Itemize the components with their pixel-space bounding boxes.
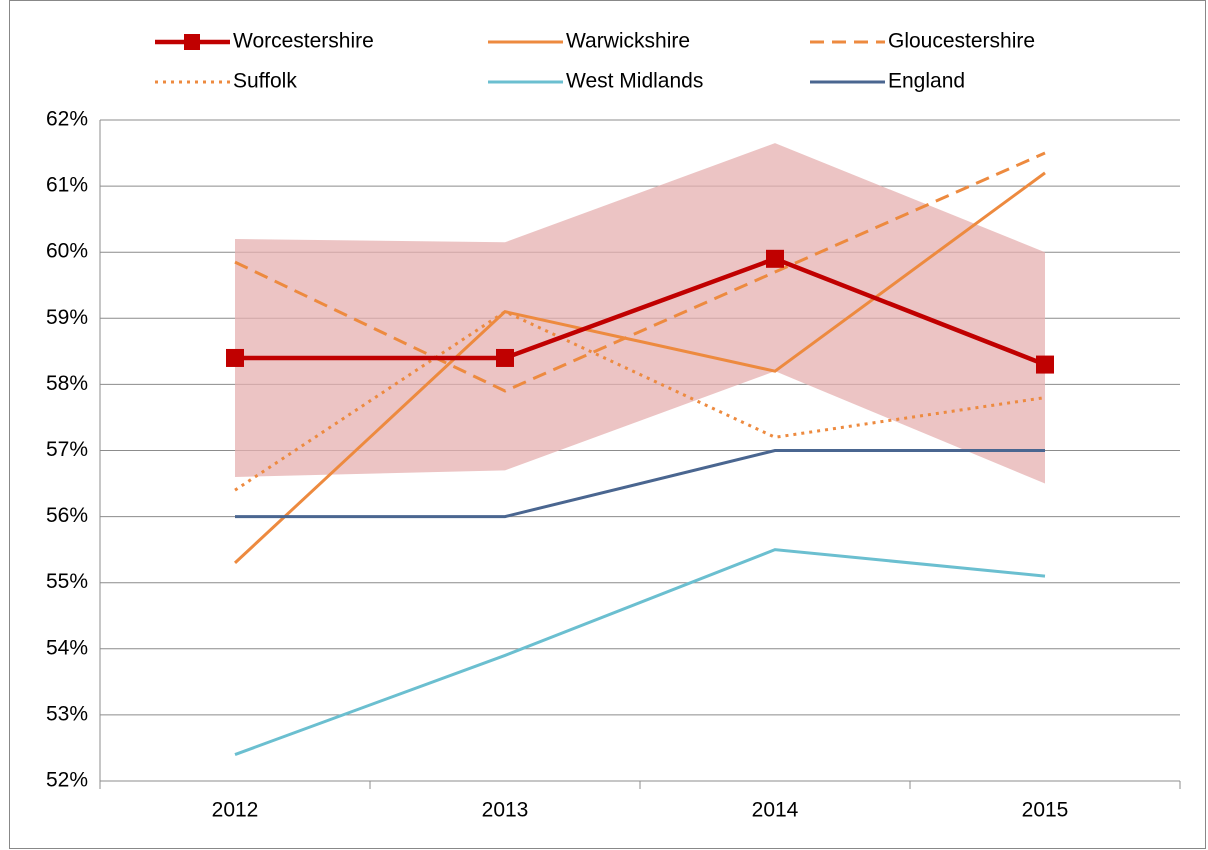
marker — [1036, 355, 1054, 374]
y-tick-label: 57% — [46, 438, 88, 461]
legend-label: West Midlands — [566, 70, 703, 93]
marker — [766, 249, 784, 268]
series-line — [233, 171, 1046, 564]
x-tick-label: 2012 — [212, 799, 259, 822]
y-tick-label: 52% — [46, 769, 88, 792]
series-line — [234, 309, 1046, 492]
x-tick-label: 2013 — [482, 799, 529, 822]
legend-label: Worcestershire — [233, 30, 374, 53]
y-tick-label: 60% — [46, 240, 88, 263]
y-tick-label: 62% — [46, 108, 88, 131]
legend-marker — [184, 34, 200, 50]
y-tick-label: 53% — [46, 702, 88, 725]
x-tick-label: 2015 — [1022, 799, 1069, 822]
legend-label: England — [888, 70, 965, 93]
y-tick-label: 61% — [46, 174, 88, 197]
legend-label: Gloucestershire — [888, 30, 1035, 53]
confidence-band — [235, 143, 1045, 484]
legend-label: Warwickshire — [566, 30, 690, 53]
series-line — [234, 151, 1046, 393]
y-tick-label: 58% — [46, 372, 88, 395]
x-tick-label: 2014 — [752, 799, 799, 822]
series-line — [235, 449, 1045, 519]
y-tick-label: 59% — [46, 306, 88, 329]
series-line — [235, 256, 1046, 367]
y-tick-label: 54% — [46, 636, 88, 659]
marker — [496, 348, 514, 367]
marker — [226, 348, 244, 367]
series-line — [234, 548, 1046, 756]
legend-label: Suffolk — [233, 70, 297, 93]
y-tick-label: 55% — [46, 570, 88, 593]
y-tick-label: 56% — [46, 504, 88, 527]
